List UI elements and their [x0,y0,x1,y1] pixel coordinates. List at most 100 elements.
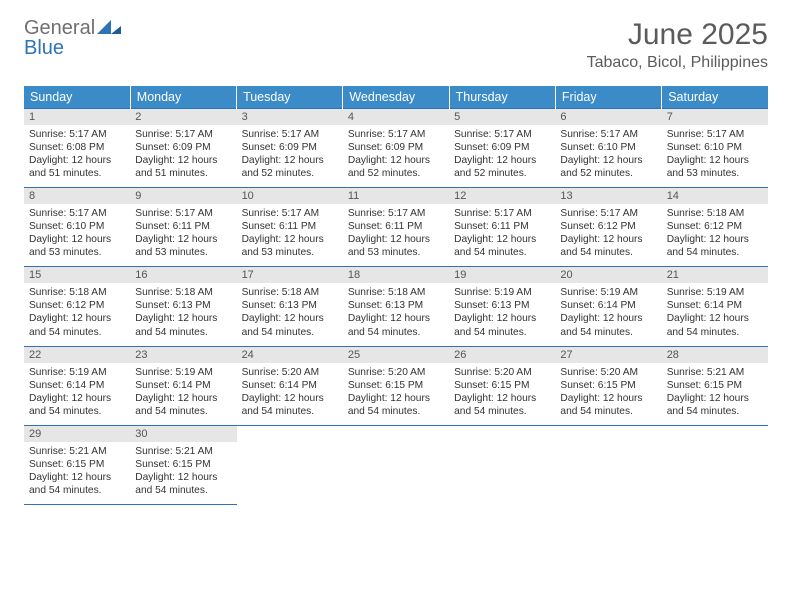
day-number: 5 [449,109,555,125]
calendar-table: Sunday Monday Tuesday Wednesday Thursday… [24,86,768,505]
page-title: June 2025 [587,18,768,52]
day-number: 20 [555,267,661,283]
day-number: 29 [24,426,130,442]
calendar-day-cell: 8Sunrise: 5:17 AMSunset: 6:10 PMDaylight… [24,188,130,267]
day-number: 1 [24,109,130,125]
day-number: 7 [662,109,768,125]
day-number: 2 [130,109,236,125]
day-number: 24 [237,347,343,363]
calendar-day-cell: 29Sunrise: 5:21 AMSunset: 6:15 PMDayligh… [24,425,130,504]
calendar-day-cell: 21Sunrise: 5:19 AMSunset: 6:14 PMDayligh… [662,267,768,346]
day-details: Sunrise: 5:19 AMSunset: 6:13 PMDaylight:… [449,283,555,345]
day-details: Sunrise: 5:18 AMSunset: 6:12 PMDaylight:… [24,283,130,345]
day-number: 25 [343,347,449,363]
day-details: Sunrise: 5:19 AMSunset: 6:14 PMDaylight:… [130,363,236,425]
day-number: 3 [237,109,343,125]
day-number: 11 [343,188,449,204]
day-details: Sunrise: 5:17 AMSunset: 6:11 PMDaylight:… [343,204,449,266]
calendar-day-cell: 6Sunrise: 5:17 AMSunset: 6:10 PMDaylight… [555,109,661,188]
calendar-day-cell: 2Sunrise: 5:17 AMSunset: 6:09 PMDaylight… [130,109,236,188]
calendar-day-cell: 4Sunrise: 5:17 AMSunset: 6:09 PMDaylight… [343,109,449,188]
day-details: Sunrise: 5:17 AMSunset: 6:09 PMDaylight:… [343,125,449,187]
day-details: Sunrise: 5:18 AMSunset: 6:13 PMDaylight:… [237,283,343,345]
day-details: Sunrise: 5:18 AMSunset: 6:13 PMDaylight:… [343,283,449,345]
logo-text: General Blue [24,18,123,58]
weekday-header: Friday [555,86,661,109]
calendar-week-row: 1Sunrise: 5:17 AMSunset: 6:08 PMDaylight… [24,109,768,188]
calendar-day-cell: 28Sunrise: 5:21 AMSunset: 6:15 PMDayligh… [662,346,768,425]
calendar-day-cell: 16Sunrise: 5:18 AMSunset: 6:13 PMDayligh… [130,267,236,346]
day-number: 22 [24,347,130,363]
day-number: 26 [449,347,555,363]
weekday-header: Saturday [662,86,768,109]
logo-word1: General [24,17,95,39]
calendar-day-cell: 30Sunrise: 5:21 AMSunset: 6:15 PMDayligh… [130,425,236,504]
day-details: Sunrise: 5:21 AMSunset: 6:15 PMDaylight:… [130,442,236,504]
logo: General Blue [24,18,123,58]
calendar-day-cell [449,425,555,504]
calendar-week-row: 22Sunrise: 5:19 AMSunset: 6:14 PMDayligh… [24,346,768,425]
calendar-day-cell: 18Sunrise: 5:18 AMSunset: 6:13 PMDayligh… [343,267,449,346]
day-number: 9 [130,188,236,204]
day-number: 14 [662,188,768,204]
day-details: Sunrise: 5:19 AMSunset: 6:14 PMDaylight:… [24,363,130,425]
day-details: Sunrise: 5:20 AMSunset: 6:15 PMDaylight:… [555,363,661,425]
calendar-day-cell: 3Sunrise: 5:17 AMSunset: 6:09 PMDaylight… [237,109,343,188]
day-number: 4 [343,109,449,125]
day-details: Sunrise: 5:17 AMSunset: 6:11 PMDaylight:… [130,204,236,266]
day-details: Sunrise: 5:17 AMSunset: 6:09 PMDaylight:… [449,125,555,187]
day-details: Sunrise: 5:19 AMSunset: 6:14 PMDaylight:… [555,283,661,345]
day-details: Sunrise: 5:18 AMSunset: 6:13 PMDaylight:… [130,283,236,345]
day-number: 15 [24,267,130,283]
calendar-day-cell: 12Sunrise: 5:17 AMSunset: 6:11 PMDayligh… [449,188,555,267]
weekday-header-row: Sunday Monday Tuesday Wednesday Thursday… [24,86,768,109]
day-details: Sunrise: 5:21 AMSunset: 6:15 PMDaylight:… [24,442,130,504]
day-number: 8 [24,188,130,204]
calendar-day-cell: 19Sunrise: 5:19 AMSunset: 6:13 PMDayligh… [449,267,555,346]
calendar-week-row: 15Sunrise: 5:18 AMSunset: 6:12 PMDayligh… [24,267,768,346]
logo-word2: Blue [24,37,64,59]
day-number: 16 [130,267,236,283]
calendar-day-cell: 25Sunrise: 5:20 AMSunset: 6:15 PMDayligh… [343,346,449,425]
calendar-day-cell: 15Sunrise: 5:18 AMSunset: 6:12 PMDayligh… [24,267,130,346]
day-details: Sunrise: 5:17 AMSunset: 6:10 PMDaylight:… [555,125,661,187]
day-number: 21 [662,267,768,283]
calendar-day-cell: 13Sunrise: 5:17 AMSunset: 6:12 PMDayligh… [555,188,661,267]
day-details: Sunrise: 5:17 AMSunset: 6:11 PMDaylight:… [237,204,343,266]
day-number: 13 [555,188,661,204]
day-number: 18 [343,267,449,283]
weekday-header: Sunday [24,86,130,109]
calendar-day-cell [555,425,661,504]
calendar-day-cell: 11Sunrise: 5:17 AMSunset: 6:11 PMDayligh… [343,188,449,267]
calendar-week-row: 29Sunrise: 5:21 AMSunset: 6:15 PMDayligh… [24,425,768,504]
day-details: Sunrise: 5:17 AMSunset: 6:09 PMDaylight:… [237,125,343,187]
calendar-day-cell: 24Sunrise: 5:20 AMSunset: 6:14 PMDayligh… [237,346,343,425]
calendar-day-cell [237,425,343,504]
day-details: Sunrise: 5:19 AMSunset: 6:14 PMDaylight:… [662,283,768,345]
calendar-day-cell: 20Sunrise: 5:19 AMSunset: 6:14 PMDayligh… [555,267,661,346]
calendar-day-cell: 17Sunrise: 5:18 AMSunset: 6:13 PMDayligh… [237,267,343,346]
calendar-day-cell [343,425,449,504]
day-number: 23 [130,347,236,363]
weekday-header: Thursday [449,86,555,109]
calendar-day-cell [662,425,768,504]
day-number: 12 [449,188,555,204]
logo-mark-icon [97,18,123,38]
calendar-day-cell: 10Sunrise: 5:17 AMSunset: 6:11 PMDayligh… [237,188,343,267]
calendar-day-cell: 5Sunrise: 5:17 AMSunset: 6:09 PMDaylight… [449,109,555,188]
day-details: Sunrise: 5:17 AMSunset: 6:10 PMDaylight:… [662,125,768,187]
title-block: June 2025 Tabaco, Bicol, Philippines [587,18,768,72]
day-number: 27 [555,347,661,363]
day-details: Sunrise: 5:17 AMSunset: 6:11 PMDaylight:… [449,204,555,266]
day-number: 30 [130,426,236,442]
day-number: 6 [555,109,661,125]
day-details: Sunrise: 5:18 AMSunset: 6:12 PMDaylight:… [662,204,768,266]
weekday-header: Monday [130,86,236,109]
calendar-day-cell: 1Sunrise: 5:17 AMSunset: 6:08 PMDaylight… [24,109,130,188]
location-text: Tabaco, Bicol, Philippines [587,54,768,72]
day-details: Sunrise: 5:20 AMSunset: 6:14 PMDaylight:… [237,363,343,425]
calendar-day-cell: 23Sunrise: 5:19 AMSunset: 6:14 PMDayligh… [130,346,236,425]
day-number: 19 [449,267,555,283]
calendar-day-cell: 22Sunrise: 5:19 AMSunset: 6:14 PMDayligh… [24,346,130,425]
day-details: Sunrise: 5:17 AMSunset: 6:09 PMDaylight:… [130,125,236,187]
